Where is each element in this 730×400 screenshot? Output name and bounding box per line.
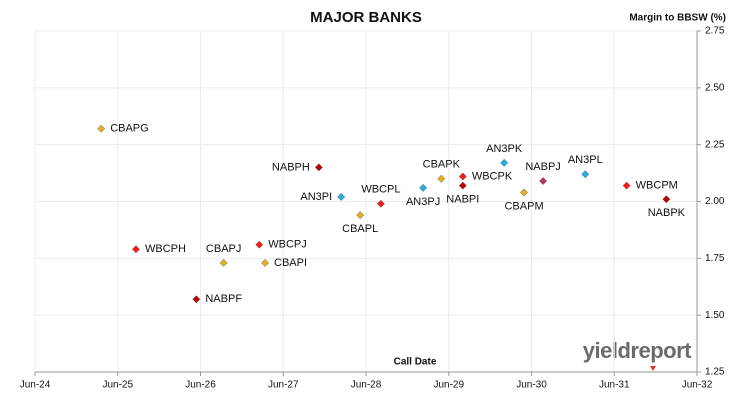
point [314,163,323,172]
point [255,240,264,249]
x-tick-label: Jun-24 [20,380,51,391]
point-label: NABPI [446,193,479,205]
x-tick-label: Jun-25 [102,380,133,391]
x-tick-label: Jun-27 [268,380,299,391]
point [132,245,140,254]
point [581,170,590,179]
point-label: NABPK [648,207,686,219]
chart-title: MAJOR BANKS [310,9,422,26]
point-label: CBAPK [423,159,461,171]
point [376,199,385,208]
point [520,188,529,197]
x-tick-label: Jun-28 [351,380,382,391]
point-label: AN3PJ [406,196,440,208]
point-label: WBCPL [361,184,400,196]
point-label: CBAPM [504,200,543,212]
point-label: CBAPI [274,257,307,269]
point-label: CBAPG [110,123,149,135]
y-tick-label: 2.25 [705,139,725,150]
x-tick-label: Jun-30 [516,380,547,391]
point [261,258,269,267]
point [219,258,228,267]
point [458,181,467,190]
point-label: WBCPH [145,243,186,255]
point-label: CBAPJ [206,243,241,255]
y-tick-label: 1.50 [705,310,725,321]
point [356,211,365,220]
point [500,158,509,167]
point-label: NABPF [205,293,242,305]
y-tick-label: 2.50 [705,82,725,93]
point [97,124,106,133]
x-tick-label: Jun-31 [599,380,630,391]
point-label: AN3PI [300,191,332,203]
x-tick-label: Jun-26 [185,380,216,391]
point [192,295,201,304]
point-label: NABPJ [525,161,560,173]
x-tick-label: Jun-32 [682,380,713,391]
x-tick-label: Jun-29 [433,380,464,391]
y-axis-label: Margin to BBSW (%) [629,13,726,24]
point [437,174,446,183]
point [622,181,631,190]
point-label: AN3PK [486,143,523,155]
logo-mark [650,366,656,371]
point [662,195,671,204]
y-tick-label: 1.25 [705,367,725,378]
y-tick-label: 2.75 [705,26,725,37]
point-label: WBCPK [472,170,513,182]
point-label: WBCPM [636,179,678,191]
point [419,183,428,192]
y-tick-label: 1.75 [705,253,725,264]
x-axis-label: Call Date [394,357,437,368]
point-label: WBCPJ [268,239,307,251]
point-label: CBAPL [342,223,378,235]
y-tick-label: 2.00 [705,196,725,207]
point [539,177,548,185]
point-label: AN3PL [568,154,603,166]
point [337,192,346,201]
brand-logo: yieldreport [583,338,692,363]
point [458,172,467,181]
point-label: NABPH [272,161,310,173]
